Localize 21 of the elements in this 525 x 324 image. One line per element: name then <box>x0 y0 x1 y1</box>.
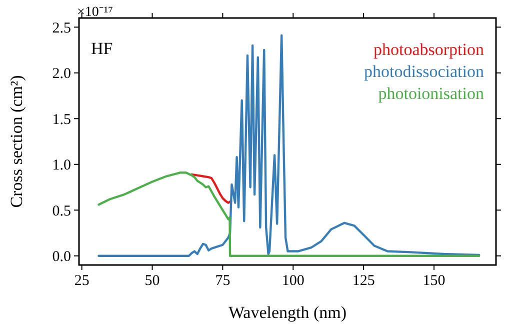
text: photoabsorption <box>374 40 484 59</box>
text: photodissociation <box>364 62 484 81</box>
line-series <box>190 173 232 204</box>
line-series <box>98 172 480 257</box>
y-tick-label: 2.5 <box>52 20 71 36</box>
annotation: HF <box>91 39 113 58</box>
y-tick-label: 0.0 <box>52 249 71 266</box>
text: photoionisation <box>378 84 484 103</box>
y-tick-label: 0.5 <box>52 203 71 220</box>
y-axis-title: Cross section (cm²) <box>7 75 26 208</box>
annotation: ×10⁻¹⁷ <box>77 5 114 20</box>
x-tick-label: 100 <box>282 273 304 289</box>
x-tick-label: 125 <box>352 273 375 289</box>
x-tick-label: 50 <box>144 273 160 289</box>
y-tick-label: 2.0 <box>52 66 71 82</box>
x-tick-label: 25 <box>74 273 90 289</box>
x-tick-label: 150 <box>422 273 446 289</box>
y-tick-label: 1.0 <box>52 158 71 174</box>
y-tick-label: 1.5 <box>52 112 71 128</box>
x-axis-title: Wavelength (nm) <box>228 303 347 322</box>
x-tick-label: 75 <box>215 273 230 289</box>
